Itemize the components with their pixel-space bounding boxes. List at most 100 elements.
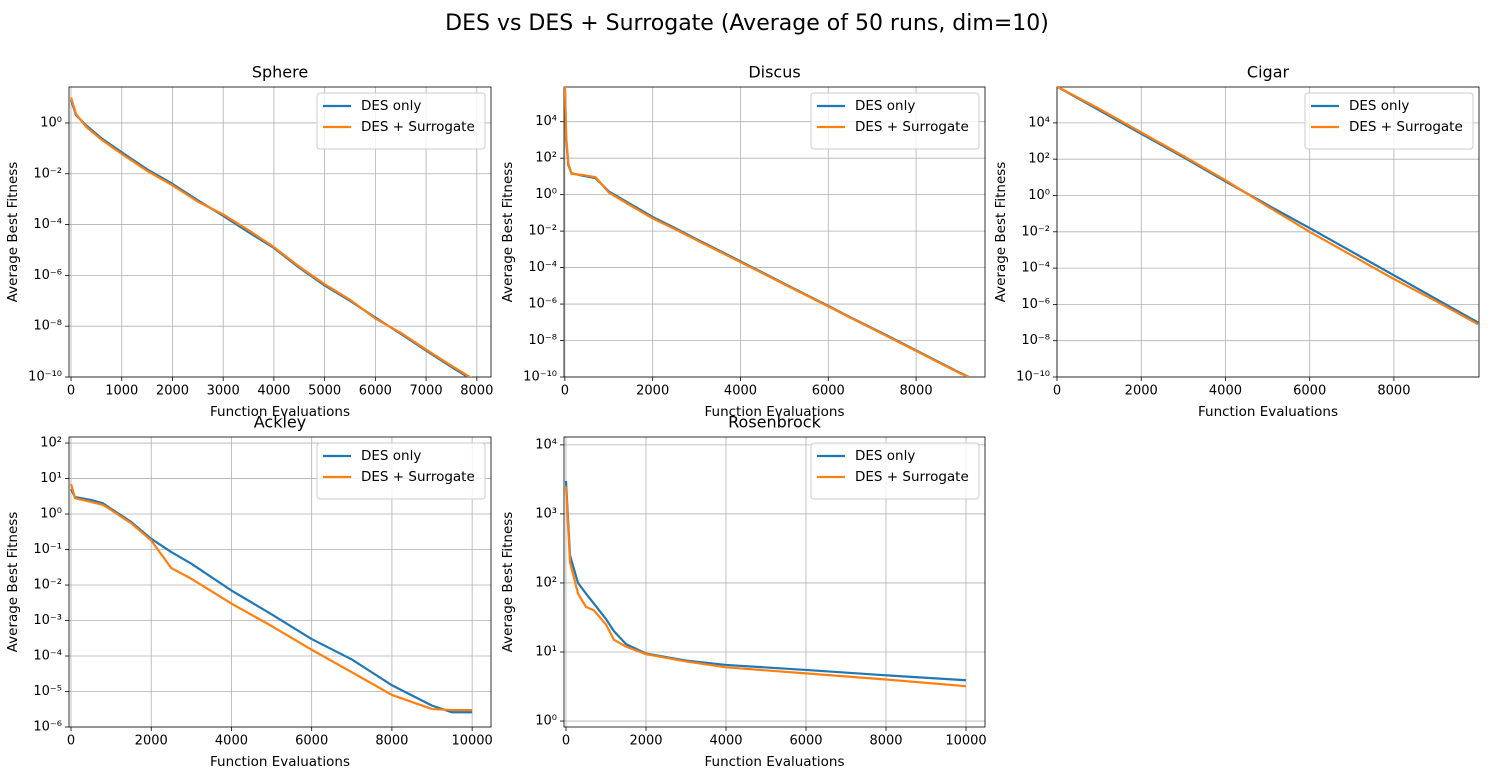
x-tick-label: 0 [562,734,570,749]
y-tick-label: 10² [535,151,557,166]
y-tick-label: 10⁰ [40,115,62,130]
x-tick-label: 2000 [135,734,168,749]
y-axis-label: Average Best Fitness [500,162,516,303]
y-tick-label: 10⁻⁶ [528,297,557,312]
legend-box [810,442,980,500]
x-tick-label: 4000 [215,734,248,749]
x-tick-label: 3000 [207,384,240,399]
y-tick-label: 10⁰ [1028,188,1050,203]
legend-label: DES + Surrogate [361,469,475,485]
legend: DES only DES + Surrogate [810,442,980,500]
x-tick-label: 6000 [1293,384,1326,399]
y-tick-label: 10⁻⁸ [528,333,557,348]
legend-label: DES + Surrogate [1349,119,1463,135]
subplot: 0 2000 4000 6000 8000 10000 10⁻⁶ 10⁻⁵ 10⁻⁴ 10⁻³ 10… [5,413,493,771]
x-tick-label: 10000 [945,734,986,749]
axes-frame [68,436,492,728]
subplot-title: Cigar [1247,63,1290,82]
y-tick-label: 10² [535,575,557,590]
x-tick-label: 4000 [709,734,742,749]
subplot: 0 1000 2000 3000 4000 5000 6000 7000 8000 10⁻¹⁰ 10… [5,63,493,421]
y-axis-label: Average Best Fitness [993,162,1009,303]
y-tick-label: 10⁻¹ [33,542,62,557]
y-tick-label: 10⁴ [535,114,557,129]
legend: DES only DES + Surrogate [316,92,486,150]
legend-label: DES only [1349,98,1409,114]
y-tick-label: 10⁰ [535,714,557,729]
legend-label: DES only [855,448,915,464]
legend-label: DES only [361,448,421,464]
y-tick-label: 10⁰ [40,507,62,522]
x-tick-label: 0 [1053,384,1061,399]
y-tick-label: 10⁻⁶ [33,720,62,735]
y-tick-label: 10⁴ [1028,115,1050,130]
legend-box [1304,92,1474,150]
y-tick-label: 10³ [535,506,557,521]
x-tick-label: 6000 [359,384,392,399]
series-line [564,486,967,688]
y-axis-label: Average Best Fitness [5,162,21,303]
y-tick-label: 10⁻² [33,578,62,593]
y-tick-label: 10² [40,436,62,451]
legend-box [316,92,486,150]
x-tick-label: 4000 [1209,384,1242,399]
x-tick-label: 8000 [869,734,902,749]
y-tick-label: 10² [1028,152,1050,167]
y-tick-label: 10⁻² [33,166,62,181]
y-axis-label: Average Best Fitness [5,512,21,653]
subplot: 0 2000 4000 6000 8000 10000 10⁰ 10¹ 10² 10³ 10⁴ Ros… [500,413,987,771]
axes-frame [563,86,986,378]
x-tick-label: 2000 [636,384,669,399]
y-tick-label: 10⁻³ [33,613,62,628]
x-axis-label: Function Evaluations [1198,404,1338,420]
x-axis-label: Function Evaluations [705,754,845,770]
y-tick-label: 10⁻⁴ [1021,261,1050,276]
legend: DES only DES + Surrogate [810,92,980,150]
series-line [564,480,967,682]
x-tick-label: 2000 [629,734,662,749]
y-tick-label: 10⁻⁸ [1021,333,1050,348]
series-line [70,488,473,714]
series-line [1057,87,1479,324]
y-tick-label: 10⁻⁴ [33,217,62,232]
x-tick-label: 2000 [1125,384,1158,399]
subplot-title: Discus [748,63,800,82]
x-tick-label: 2000 [156,384,189,399]
subplot-title: Rosenbrock [728,413,821,432]
y-tick-label: 10⁻⁸ [33,319,62,334]
legend-label: DES + Surrogate [361,119,475,135]
x-tick-label: 0 [67,734,75,749]
legend-label: DES only [361,98,421,114]
y-tick-label: 10⁴ [535,437,557,452]
subplot-title: Ackley [254,413,306,432]
series-line [564,87,970,377]
y-tick-label: 10⁻⁴ [33,649,62,664]
x-tick-label: 8000 [460,384,493,399]
legend: DES only DES + Surrogate [316,442,486,500]
subplot: 0 2000 4000 6000 8000 10⁻¹⁰ 10⁻⁸ 10⁻⁶ 10⁻⁴ 10⁻² 10… [993,63,1480,420]
y-tick-label: 10⁻⁶ [33,268,62,283]
x-tick-label: 10000 [451,734,492,749]
y-tick-label: 10⁻² [1021,224,1050,239]
axes-frame [1056,86,1480,378]
legend-box [316,442,486,500]
y-tick-label: 10⁻⁴ [528,260,557,275]
x-tick-label: 0 [67,384,75,399]
x-tick-label: 5000 [308,384,341,399]
subplot: 0 2000 4000 6000 8000 10⁻¹⁰ 10⁻⁸ 10⁻⁶ 10⁻⁴ 10⁻² 10… [500,63,986,420]
x-tick-label: 6000 [295,734,328,749]
y-tick-label: 10⁻¹⁰ [523,370,557,385]
x-axis-label: Function Evaluations [210,404,350,420]
x-tick-label: 1000 [105,384,138,399]
x-tick-label: 8000 [1377,384,1410,399]
legend-label: DES only [855,98,915,114]
y-tick-label: 10¹ [535,645,557,660]
legend-box [810,92,980,150]
axes-frame [563,436,986,728]
series-line [1057,87,1479,326]
subplot-title: Sphere [252,63,308,82]
y-tick-label: 10⁰ [535,187,557,202]
legend: DES only DES + Surrogate [1304,92,1474,150]
x-tick-label: 8000 [375,734,408,749]
